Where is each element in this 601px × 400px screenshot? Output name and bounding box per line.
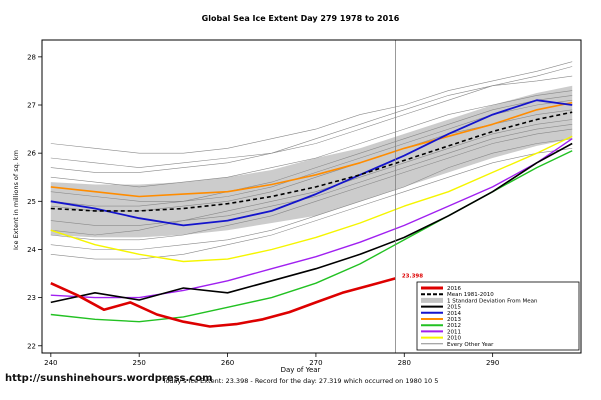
x-tick-label: 250	[133, 359, 146, 367]
series-line-2013	[50, 101, 573, 198]
x-axis-label: Day of Year	[280, 366, 321, 374]
x-tick-label: 260	[221, 359, 234, 367]
legend-label: 2013	[447, 317, 461, 323]
other-year-line	[50, 128, 573, 241]
other-year-line	[50, 138, 573, 250]
y-tick-label: 25	[27, 198, 36, 206]
series-line-2010	[50, 135, 573, 263]
other-year-line	[50, 61, 573, 154]
series-line-2016	[50, 277, 396, 328]
other-year-line	[50, 148, 573, 260]
y-tick-label: 22	[27, 342, 36, 350]
y-tick-label: 26	[27, 150, 36, 158]
series-line-2015	[50, 142, 573, 304]
legend-label: 1 Standard Deviation From Mean	[447, 298, 538, 304]
x-tick-label: 290	[486, 359, 499, 367]
y-tick-label: 23	[27, 294, 36, 302]
legend-label: 2016	[447, 286, 461, 292]
x-tick-label: 270	[309, 359, 322, 367]
chart-title: Global Sea Ice Extent Day 279 1978 to 20…	[201, 14, 400, 23]
other-year-line	[50, 124, 573, 236]
legend-label: 2011	[447, 329, 461, 335]
series-line-2011	[50, 138, 573, 299]
legend-box	[416, 281, 580, 351]
other-year-line	[50, 119, 573, 226]
other-year-line	[50, 90, 573, 188]
legend-label: 2015	[447, 305, 461, 311]
footer-stats: Today's Ice Extent: 23.398 - Record for …	[162, 377, 439, 385]
current-value-annotation: 23.398	[402, 273, 423, 279]
legend-label: 2012	[447, 323, 461, 329]
other-year-line	[50, 95, 573, 207]
other-year-line	[50, 75, 573, 173]
plot-border	[41, 39, 582, 354]
legend-label: 2010	[447, 336, 461, 342]
legend-label: 2014	[447, 311, 461, 317]
watermark-url: http://sunshinehours.wordpress.com	[5, 373, 213, 384]
legend-label: Every Other Year	[447, 342, 494, 348]
series-line-2014	[50, 99, 573, 227]
legend-label: Mean 1981-2010	[447, 292, 494, 298]
x-tick-label: 240	[44, 359, 57, 367]
y-tick-label: 28	[27, 53, 36, 61]
stddev-band	[50, 85, 573, 238]
x-tick-label: 280	[398, 359, 411, 367]
y-tick-label: 27	[27, 102, 36, 110]
series-line-mean-1981-2010	[50, 111, 573, 212]
y-tick-label: 24	[27, 246, 36, 254]
